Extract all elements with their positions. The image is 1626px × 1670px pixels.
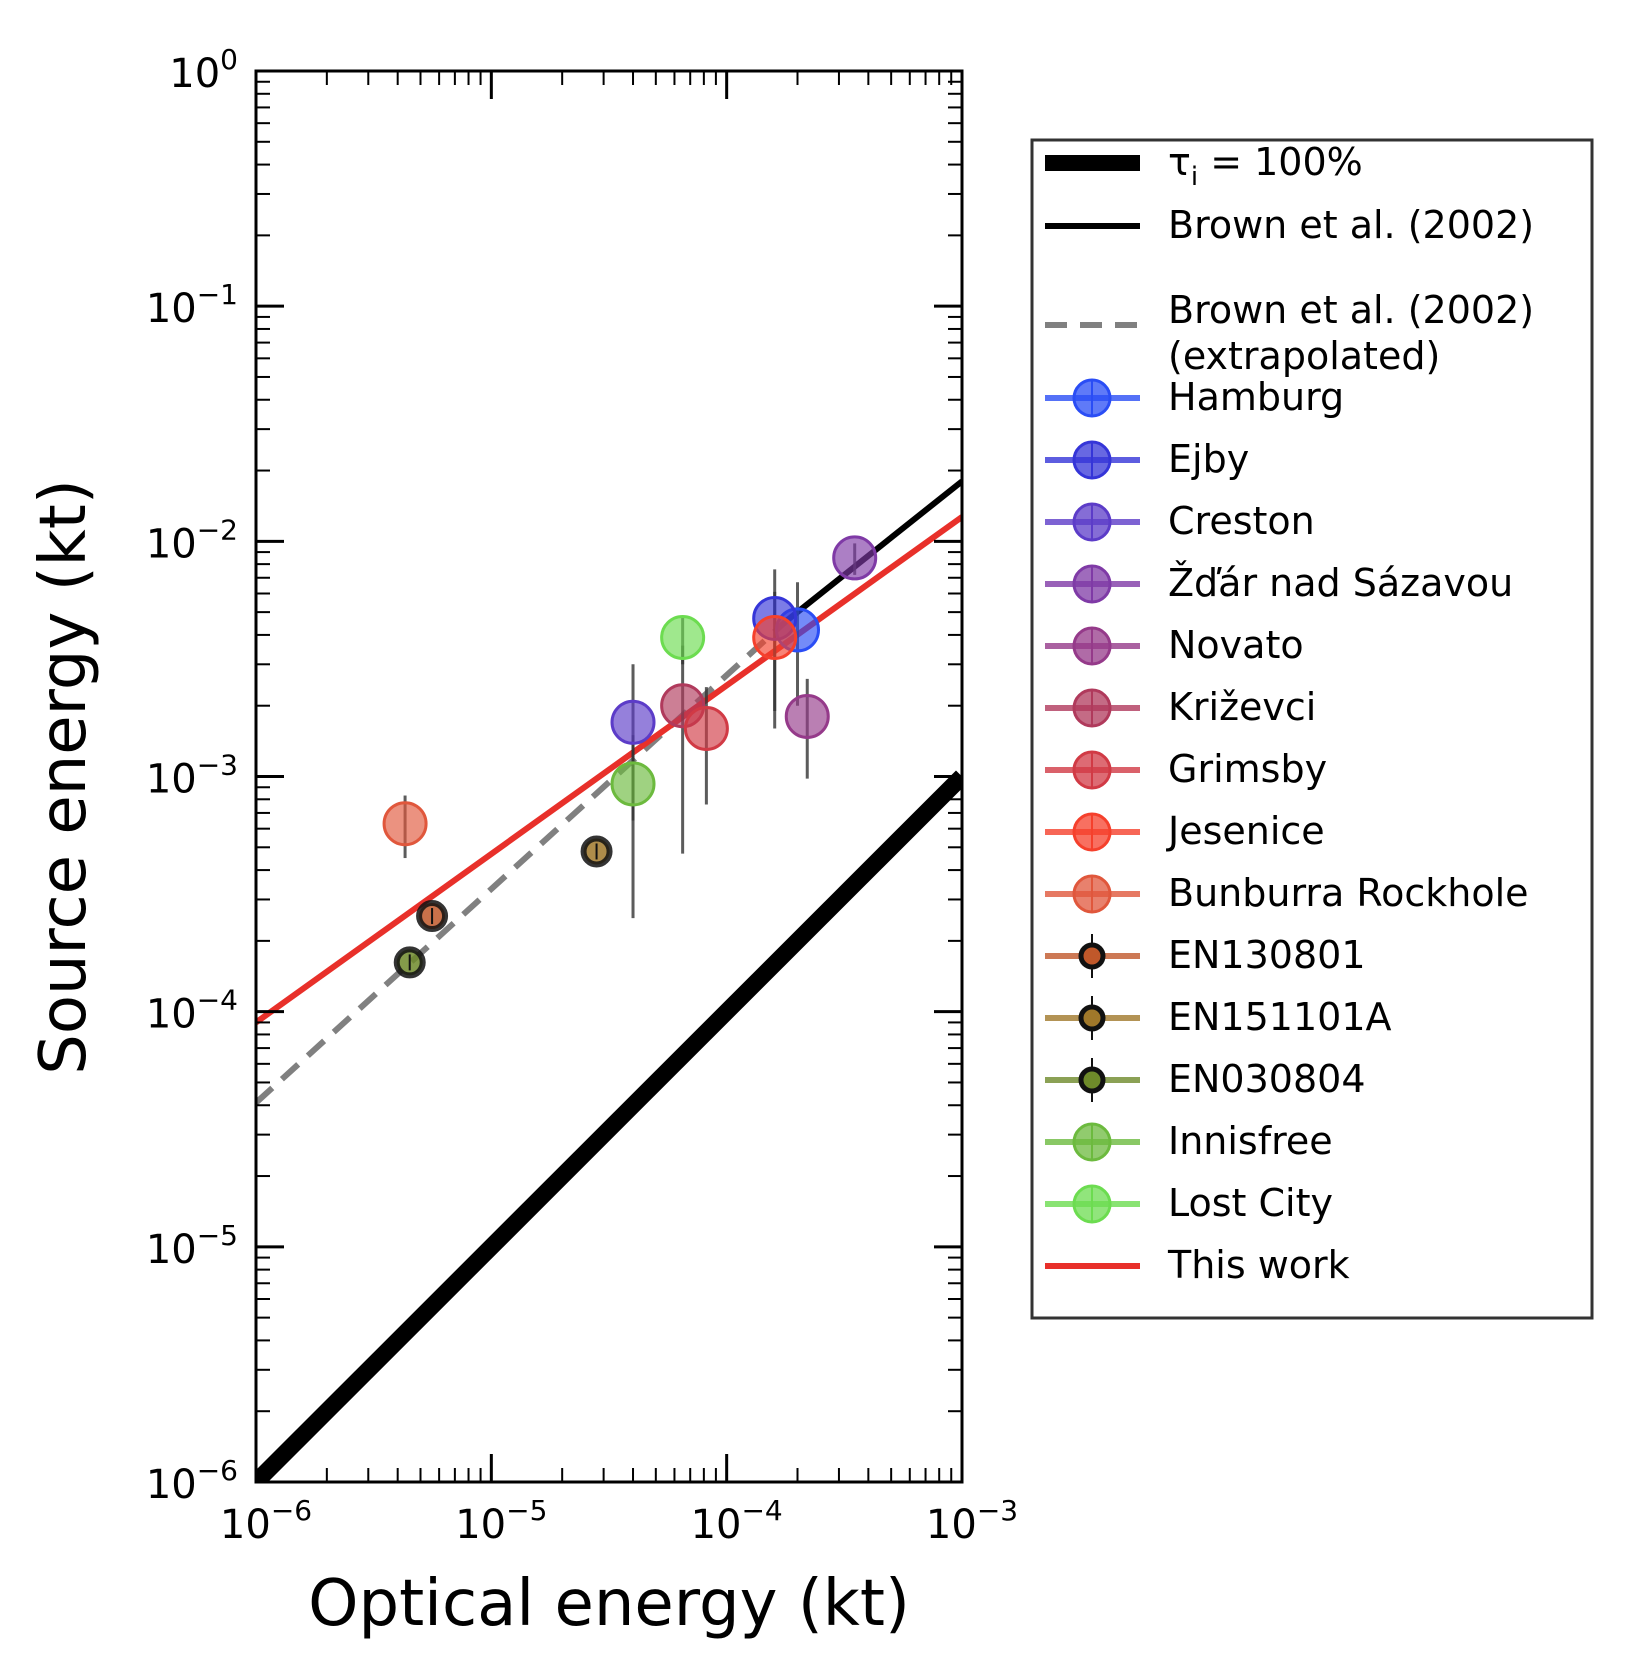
legend-label: Lost City xyxy=(1168,1181,1333,1225)
data-point-12 xyxy=(610,761,656,807)
legend-label: τi = 100% xyxy=(1168,140,1363,192)
y-axis-title: Source energy (kt) xyxy=(27,479,101,1075)
y-tick-label-3: 10−3 xyxy=(146,749,238,803)
legend-label: Creston xyxy=(1168,499,1315,543)
legend-item-1: Brown et al. (2002) xyxy=(1045,203,1534,247)
legend-item-17: This work xyxy=(1045,1243,1350,1287)
data-point-8 xyxy=(382,801,428,847)
data-point-3 xyxy=(832,535,878,581)
data-point-6 xyxy=(683,705,729,751)
plot-frame xyxy=(254,69,964,1484)
legend-item-2: Brown et al. (2002) (extrapolated) xyxy=(1045,288,1534,378)
data-point-4 xyxy=(784,693,830,739)
legend-label: Grimsby xyxy=(1168,747,1327,791)
legend-item-4: Ejby xyxy=(1045,437,1249,481)
axis-ticks: 10−6 10−5 10−4 10−3 10−6 10−5 10−4 10−3 10−2 10−1… xyxy=(146,43,1018,1548)
legend-box xyxy=(1030,138,1594,1320)
y-tick-label-4: 10−2 xyxy=(146,513,238,567)
legend-label: This work xyxy=(1167,1243,1350,1287)
legend: τi = 100%Brown et al. (2002)Brown et al.… xyxy=(1030,138,1594,1320)
y-tick-label-2: 10−4 xyxy=(146,984,238,1038)
legend-item-3: Hamburg xyxy=(1045,375,1344,419)
legend-item-11: Bunburra Rockhole xyxy=(1045,871,1529,915)
y-tick-label-0: 10−6 xyxy=(146,1454,238,1508)
line-series-3 xyxy=(256,514,962,1025)
plot-clip-group xyxy=(256,478,962,1482)
x-tick-label-2: 10−4 xyxy=(691,1494,783,1548)
legend-label: Hamburg xyxy=(1168,375,1344,419)
legend-label: Bunburra Rockhole xyxy=(1168,871,1529,915)
legend-item-15: Innisfree xyxy=(1045,1119,1333,1163)
legend-label: Križevci xyxy=(1168,685,1316,729)
legend-label-line2: (extrapolated) xyxy=(1168,334,1440,378)
plot-area xyxy=(256,478,962,1482)
legend-item-14: EN030804 xyxy=(1045,1057,1366,1102)
data-point-7 xyxy=(752,615,798,661)
legend-marker xyxy=(1078,1004,1106,1032)
legend-label: Innisfree xyxy=(1168,1119,1333,1163)
legend-label: Brown et al. (2002) xyxy=(1168,203,1534,247)
legend-marker xyxy=(1078,1066,1106,1094)
data-point-13 xyxy=(660,615,706,661)
legend-item-10: Jesenice xyxy=(1045,809,1325,853)
legend-item-16: Lost City xyxy=(1045,1181,1333,1225)
legend-label: Novato xyxy=(1168,623,1304,667)
legend-item-5: Creston xyxy=(1045,499,1315,543)
y-tick-label-6: 100 xyxy=(169,43,238,97)
legend-item-6: Žďár nad Sázavou xyxy=(1045,561,1513,605)
legend-marker xyxy=(1078,942,1106,970)
legend-label: Brown et al. (2002) xyxy=(1168,288,1534,332)
x-axis-title: Optical energy (kt) xyxy=(308,1567,910,1641)
x-tick-label-0: 10−6 xyxy=(220,1494,312,1548)
legend-item-0: τi = 100% xyxy=(1045,140,1363,192)
legend-item-9: Grimsby xyxy=(1045,747,1327,791)
x-tick-label-3: 10−3 xyxy=(926,1494,1018,1548)
legend-label: EN030804 xyxy=(1168,1057,1366,1101)
legend-label: EN130801 xyxy=(1168,933,1366,977)
line-series-0 xyxy=(256,770,962,1482)
y-tick-label-5: 10−1 xyxy=(146,278,238,332)
legend-label: Jesenice xyxy=(1166,809,1325,853)
legend-label: EN151101A xyxy=(1168,995,1392,1039)
legend-label: Ejby xyxy=(1168,437,1249,481)
legend-item-13: EN151101A xyxy=(1045,995,1392,1040)
legend-item-8: Križevci xyxy=(1045,685,1316,729)
y-tick-label-1: 10−5 xyxy=(146,1219,238,1273)
legend-item-12: EN130801 xyxy=(1045,933,1366,978)
legend-item-7: Novato xyxy=(1045,623,1304,667)
x-tick-label-1: 10−5 xyxy=(455,1494,547,1548)
data-point-2 xyxy=(610,699,656,745)
legend-label: Žďár nad Sázavou xyxy=(1168,561,1513,605)
